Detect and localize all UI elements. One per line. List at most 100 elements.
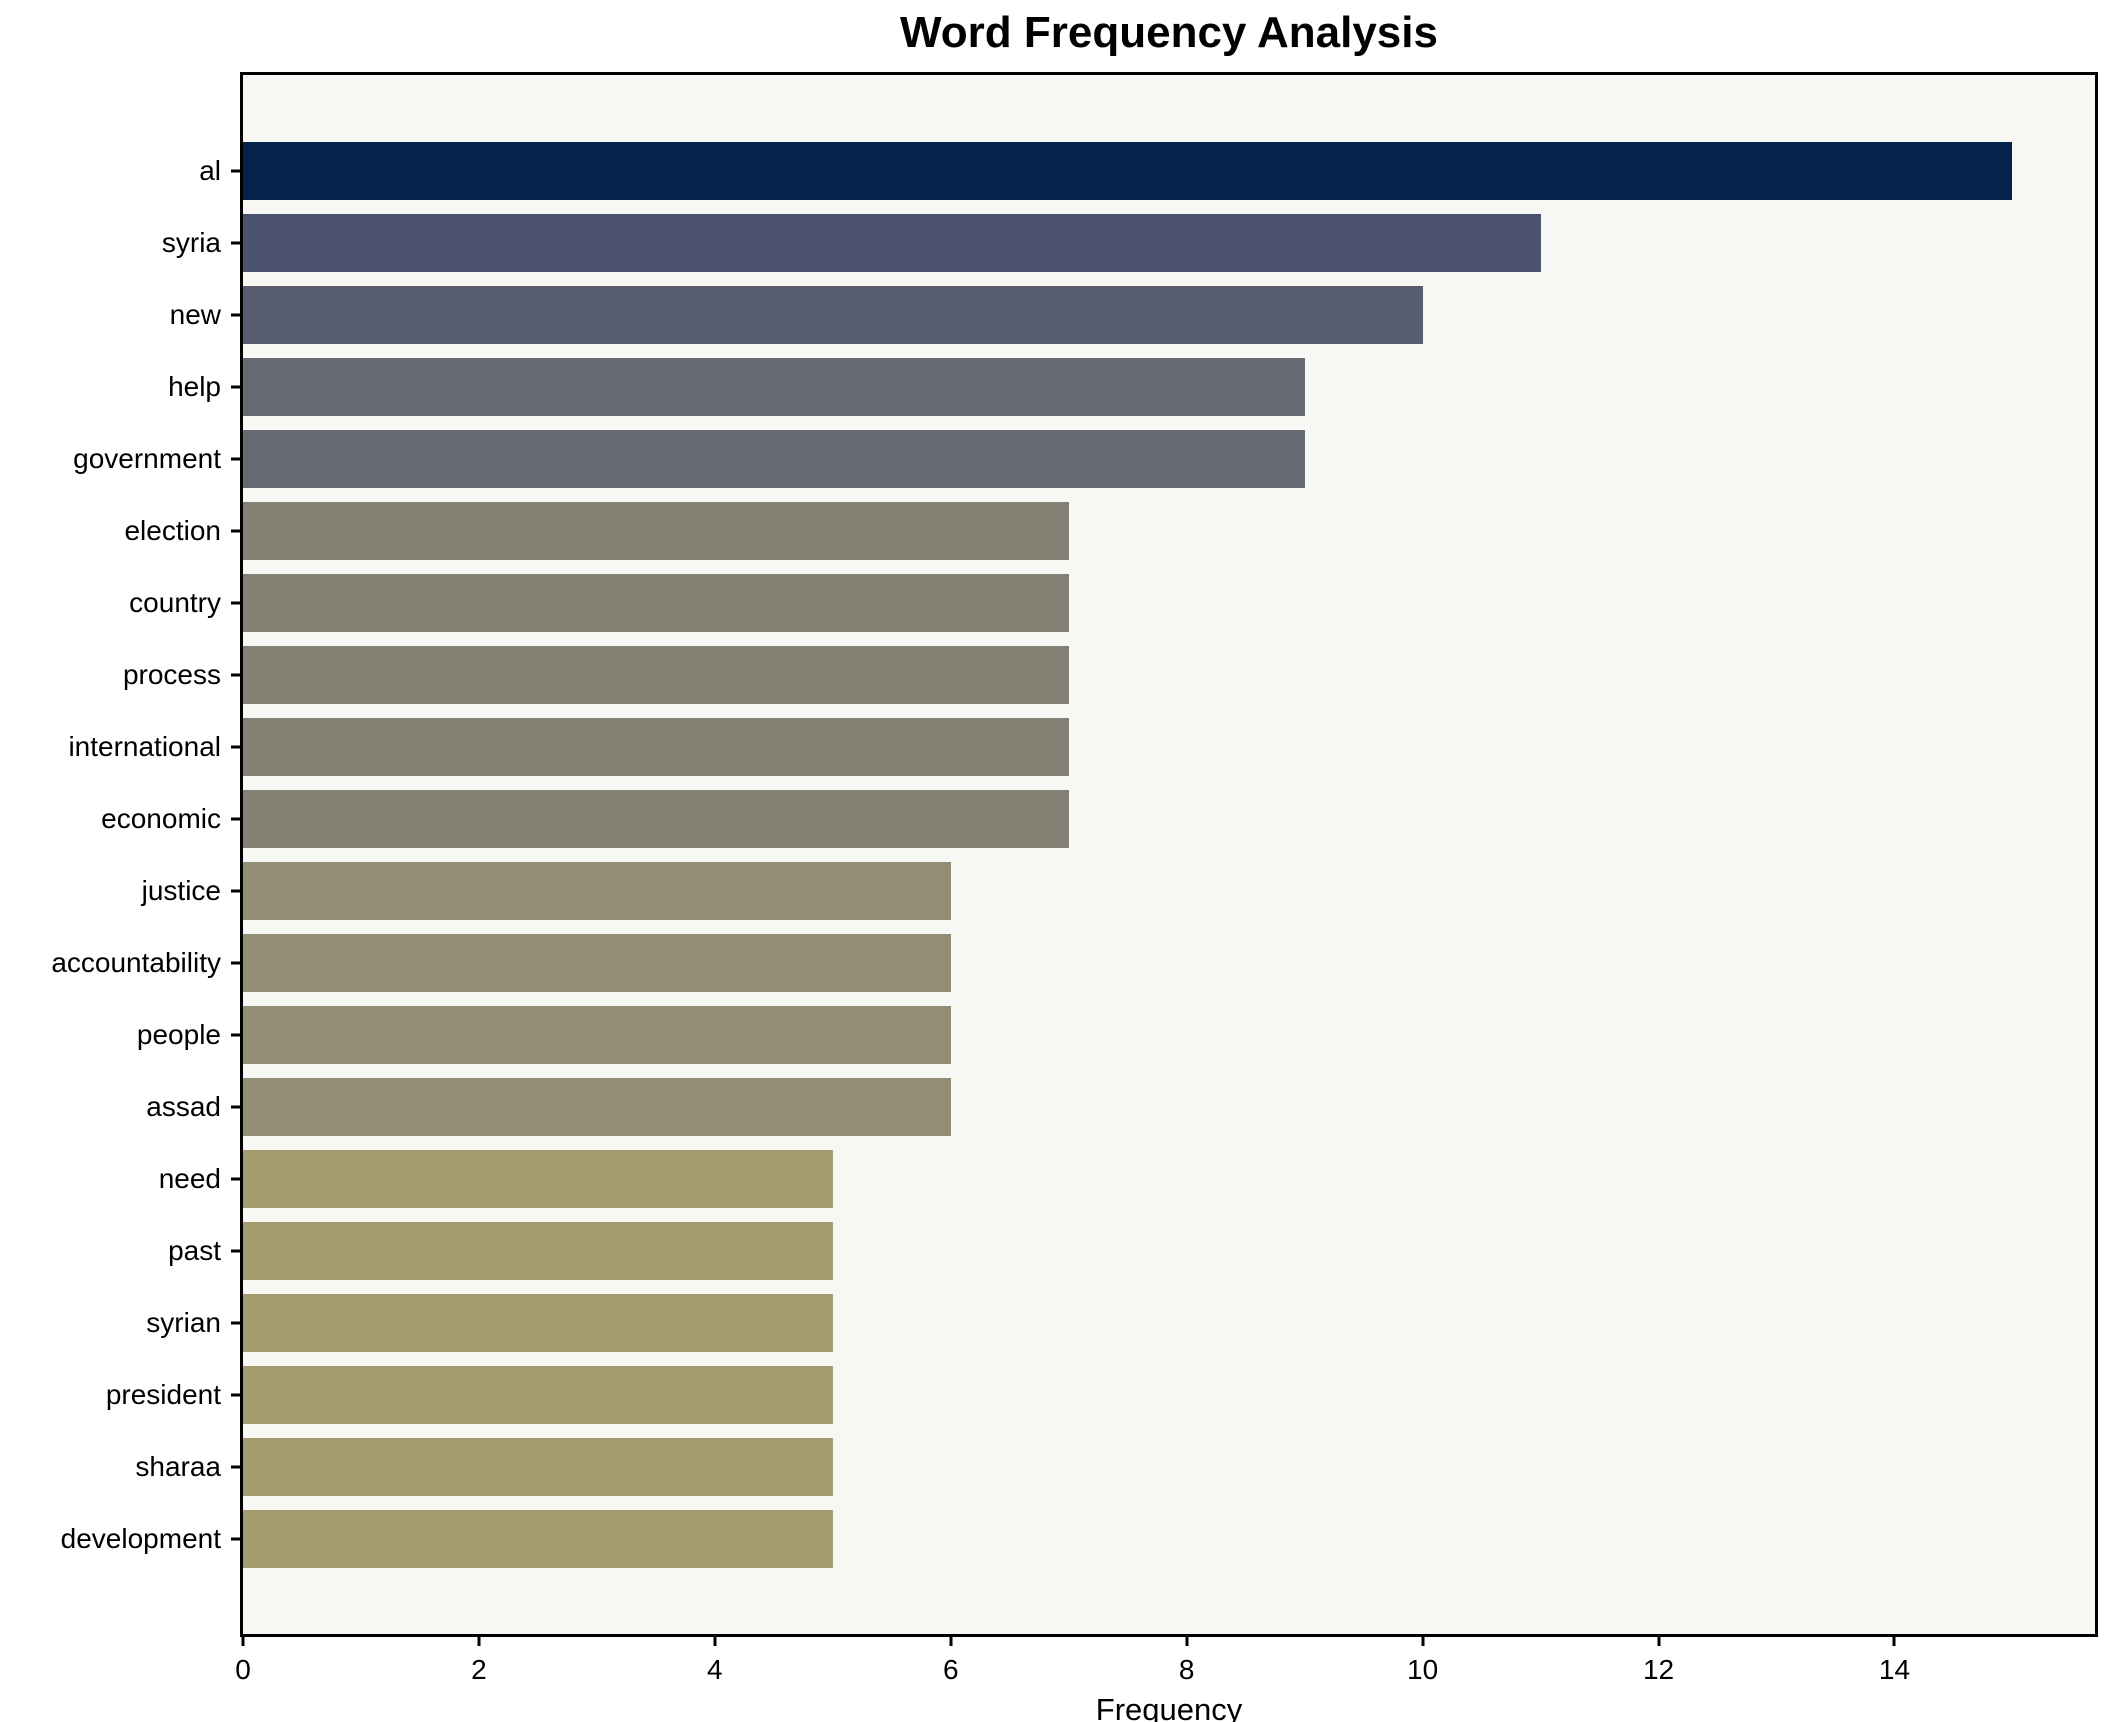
plot-area: al syria new help government election country p… — [51, 72, 2098, 1722]
x-tick — [241, 1634, 245, 1646]
frequency-bar — [243, 502, 1069, 560]
y-tick — [231, 457, 243, 461]
bar-row: process — [123, 639, 2095, 711]
y-axis-label: al — [199, 155, 221, 186]
y-axis-label: government — [73, 443, 221, 474]
y-axis-label: past — [168, 1235, 221, 1266]
frequency-bar — [243, 142, 2013, 200]
bar-row: international — [68, 711, 2095, 783]
y-axis-label: people — [136, 1019, 221, 1050]
y-axis-label: syrian — [146, 1307, 221, 1338]
y-axis-label: sharaa — [135, 1451, 221, 1482]
y-tick — [231, 817, 243, 821]
bar-row: syrian — [146, 1287, 2095, 1359]
bar-row: development — [61, 1503, 2095, 1575]
bar-row: help — [168, 351, 2095, 423]
frequency-bar — [243, 286, 1423, 344]
y-axis-label: justice — [141, 875, 221, 906]
y-axis-label: accountability — [51, 947, 221, 978]
x-axis-label: Frequency — [1095, 1692, 1243, 1722]
y-tick — [231, 1177, 243, 1181]
y-tick — [231, 961, 243, 965]
y-tick — [231, 1033, 243, 1037]
x-tick — [1892, 1634, 1896, 1646]
x-tick-label: 2 — [471, 1654, 487, 1685]
y-tick — [231, 1105, 243, 1109]
y-axis-label: economic — [101, 803, 221, 834]
bar-row: country — [129, 567, 2095, 639]
x-tick — [949, 1634, 953, 1646]
y-axis-label: development — [60, 1523, 221, 1554]
y-axis-label: country — [129, 587, 221, 618]
y-axis-label: help — [168, 371, 221, 402]
x-tick-label: 0 — [235, 1654, 251, 1685]
bar-row: new — [170, 279, 2095, 351]
bar-row: syria — [162, 207, 2095, 279]
y-axis-label: new — [169, 299, 221, 330]
frequency-bar — [243, 862, 951, 920]
y-tick — [231, 1249, 243, 1253]
y-axis-label: international — [68, 731, 221, 762]
bar-row: need — [159, 1143, 2095, 1215]
y-tick — [231, 1537, 243, 1541]
frequency-bar — [243, 214, 1541, 272]
x-tick — [1421, 1634, 1425, 1646]
frequency-bar — [243, 430, 1305, 488]
bar-row: assad — [146, 1071, 2095, 1143]
x-tick — [1185, 1634, 1189, 1646]
bar-row: accountability — [51, 927, 2095, 999]
bar-row: government — [73, 423, 2095, 495]
x-tick-label: 14 — [1878, 1654, 1911, 1685]
bar-row: past — [168, 1215, 2095, 1287]
frequency-bar — [243, 1438, 833, 1496]
x-tick-label: 12 — [1642, 1654, 1675, 1685]
frequency-bar — [243, 718, 1069, 776]
y-tick — [231, 313, 243, 317]
y-tick — [231, 529, 243, 533]
frequency-bar — [243, 934, 951, 992]
frequency-bar — [243, 1150, 833, 1208]
frequency-bar — [243, 574, 1069, 632]
x-tick-label: 8 — [1178, 1654, 1195, 1685]
y-axis-label: syria — [161, 227, 221, 258]
bar-row: economic — [101, 783, 2095, 855]
bar-row: president — [106, 1359, 2095, 1431]
frequency-bar — [243, 1294, 833, 1352]
x-tick-label: 4 — [707, 1654, 723, 1685]
frequency-bar — [243, 358, 1305, 416]
y-axis-label: election — [124, 515, 221, 546]
frequency-bar — [243, 1078, 951, 1136]
frequency-bar — [243, 646, 1069, 704]
x-tick — [713, 1634, 717, 1646]
frequency-bar — [243, 1222, 833, 1280]
y-axis-label: assad — [146, 1091, 221, 1122]
frequency-bar — [243, 1006, 951, 1064]
bar-row: justice — [142, 855, 2095, 927]
x-tick-label: 6 — [942, 1654, 959, 1685]
y-tick — [231, 169, 243, 173]
y-tick — [231, 1393, 243, 1397]
y-tick — [231, 745, 243, 749]
bar-rows: al syria new help government election country p… — [51, 135, 2095, 1575]
y-tick — [231, 385, 243, 389]
bar-row: people — [137, 999, 2095, 1071]
y-tick — [231, 889, 243, 893]
x-tick — [1657, 1634, 1661, 1646]
y-tick — [231, 601, 243, 605]
y-axis-label: president — [105, 1379, 221, 1410]
y-axis-label: process — [122, 659, 221, 690]
bar-row: sharaa — [135, 1431, 2095, 1503]
y-tick — [231, 1321, 243, 1325]
bar-row: election — [124, 495, 2095, 567]
x-tick-label: 10 — [1407, 1654, 1439, 1685]
frequency-bar — [243, 790, 1069, 848]
x-tick — [477, 1634, 481, 1646]
y-tick — [231, 241, 243, 245]
frequency-bar — [243, 1510, 833, 1568]
y-tick — [231, 673, 243, 677]
bar-row: al — [199, 135, 2095, 207]
y-tick — [231, 1465, 243, 1469]
y-axis-label: need — [158, 1163, 221, 1194]
frequency-bar — [243, 1366, 833, 1424]
